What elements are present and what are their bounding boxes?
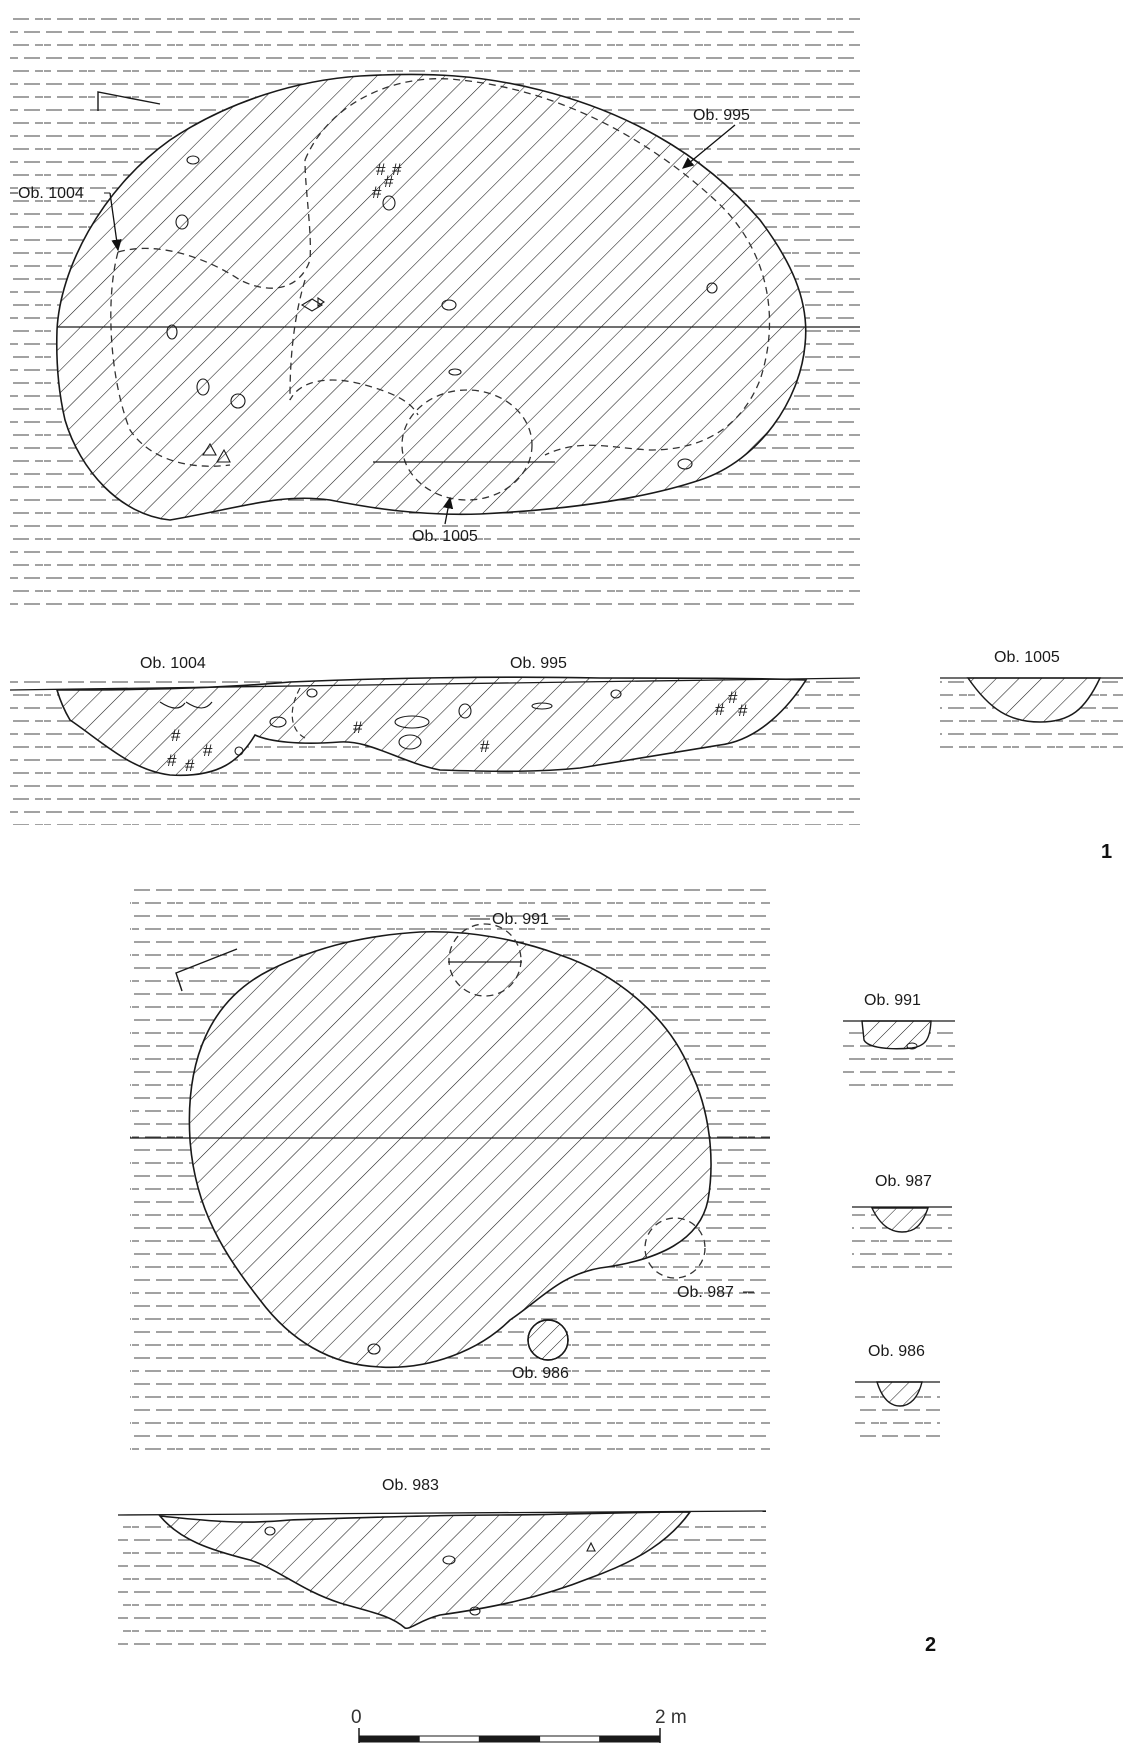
ob-986-section-hatch [876, 1381, 923, 1407]
section-label-ob-1005: Ob. 1005 [994, 649, 1060, 666]
figure-1-section-ob-1005: Ob. 1005 [940, 649, 1123, 755]
figure-2-section-ob-986: Ob. 986 [855, 1343, 940, 1445]
north-arrow-icon [97, 91, 161, 111]
sherd-icon [706, 282, 718, 294]
section-label-ob-983: Ob. 983 [382, 1477, 439, 1494]
section-label-ob-986: Ob. 986 [868, 1343, 925, 1360]
svg-text:#: # [372, 183, 382, 202]
sherd-icon [382, 195, 396, 211]
panel-label-2: 2 [925, 1634, 936, 1656]
sherd-icon [469, 1606, 481, 1616]
svg-text:#: # [167, 751, 177, 770]
sherd-icon [441, 299, 457, 311]
sherd-icon [367, 1343, 381, 1355]
scale-segment [478, 1735, 541, 1743]
ground-surface-line [117, 1510, 767, 1516]
sherd-icon [234, 746, 244, 756]
svg-text:#: # [738, 701, 748, 720]
sherd-icon [196, 378, 210, 396]
plan-label-ob-986: Ob. 986 [512, 1365, 569, 1382]
ob-987-dashed-outline [644, 1217, 706, 1279]
sherd-icon [531, 702, 553, 710]
figure-2-section: Ob. 983 [117, 1477, 767, 1653]
burnt-clay-symbols: # # ## [372, 160, 402, 202]
ob-1004-section-divider [291, 687, 306, 739]
sherd-icon [906, 1042, 918, 1050]
ob-1005-leader [442, 496, 454, 525]
sherd-icon [398, 734, 422, 750]
sherd-icon [230, 393, 246, 409]
svg-text:#: # [171, 726, 181, 745]
section-burnt-clay-symbols: ## ## ## ## # [167, 688, 748, 775]
section-label-ob-995: Ob. 995 [510, 655, 567, 672]
scale-start-label: 0 [351, 1707, 362, 1728]
ob-983-section-hatch [158, 1511, 692, 1630]
ob-986-hatch [527, 1319, 569, 1361]
panel-label-1: 1 [1101, 841, 1112, 863]
ob-983-fill [188, 930, 712, 1369]
section-label-ob-991: Ob. 991 [864, 992, 921, 1009]
svg-text:#: # [392, 160, 402, 179]
sherd-icon [442, 1555, 456, 1565]
svg-text:#: # [715, 700, 725, 719]
ob-1004-leader [109, 192, 122, 252]
scale-bar: 0 2 m [351, 1707, 687, 1743]
ground-surface-line [9, 677, 861, 691]
section-label-ob-1004: Ob. 1004 [140, 655, 206, 672]
ob-1005-section-hatch [966, 677, 1102, 723]
section-find-symbols [159, 688, 622, 756]
figure-1-plan: # # ## Ob. 1004 Ob. 995 Ob. 1005 [10, 8, 860, 613]
svg-text:#: # [376, 160, 386, 179]
bone-cluster-icon [300, 296, 325, 312]
scale-segment [418, 1735, 480, 1743]
ob-987-section-hatch [870, 1207, 929, 1233]
sherd-icon [269, 716, 287, 728]
sherd-icon [186, 155, 200, 165]
svg-text:#: # [203, 741, 213, 760]
scale-segment [539, 1735, 601, 1743]
figure-2-section-ob-987: Ob. 987 [852, 1173, 952, 1272]
sherd-icon [394, 715, 430, 729]
figure-1-section: ## ## ## ## # Ob. 1004 Ob. 995 [9, 655, 861, 825]
sherd-icon [166, 324, 178, 340]
bone-icon [448, 368, 462, 376]
scale-segment [599, 1735, 661, 1743]
svg-text:#: # [353, 718, 363, 737]
sherd-icon [264, 1526, 276, 1536]
sherd-icon [306, 688, 318, 698]
ob-1004-dashed-outline [110, 159, 311, 467]
svg-text:#: # [185, 756, 195, 775]
find-symbols [166, 155, 718, 470]
section-label-ob-987: Ob. 987 [875, 1173, 932, 1190]
stone-icon [201, 442, 231, 463]
ob-995-dashed-outline [304, 78, 771, 456]
plan-label-ob-991: Ob. 991 [492, 911, 549, 928]
sherd-icon [677, 458, 693, 470]
sherd-icon [610, 689, 622, 699]
ob-995-section-fill-hatch [55, 676, 808, 777]
ob-1005-dashed-outline [401, 389, 533, 501]
sherd-icon [159, 701, 213, 709]
sherd-icon [175, 214, 189, 230]
ob-991-dashed-outline [448, 923, 522, 997]
scale-end-label: 2 m [655, 1707, 687, 1728]
ob-991-section-hatch [861, 1020, 932, 1050]
stone-icon [586, 1541, 596, 1552]
figure-2-plan: Ob. 991 Ob. 987 Ob. 986 [130, 882, 770, 1457]
scale-segment [358, 1735, 420, 1743]
plan-label-ob-1005: Ob. 1005 [412, 528, 478, 545]
svg-text:#: # [384, 172, 394, 191]
plan-label-ob-1004: Ob. 1004 [18, 185, 84, 202]
ob-995-fill [55, 73, 807, 521]
ob-1004-dashed-outline-b [289, 279, 419, 416]
north-arrow-icon [175, 948, 238, 992]
plan-label-ob-987: Ob. 987 [677, 1284, 734, 1301]
plan-label-ob-995: Ob. 995 [693, 107, 750, 124]
sherd-icon [458, 703, 472, 719]
ob-995-leader [681, 124, 736, 169]
figure-2-section-ob-991: Ob. 991 [843, 992, 955, 1086]
svg-text:#: # [480, 737, 490, 756]
svg-text:#: # [728, 688, 738, 707]
